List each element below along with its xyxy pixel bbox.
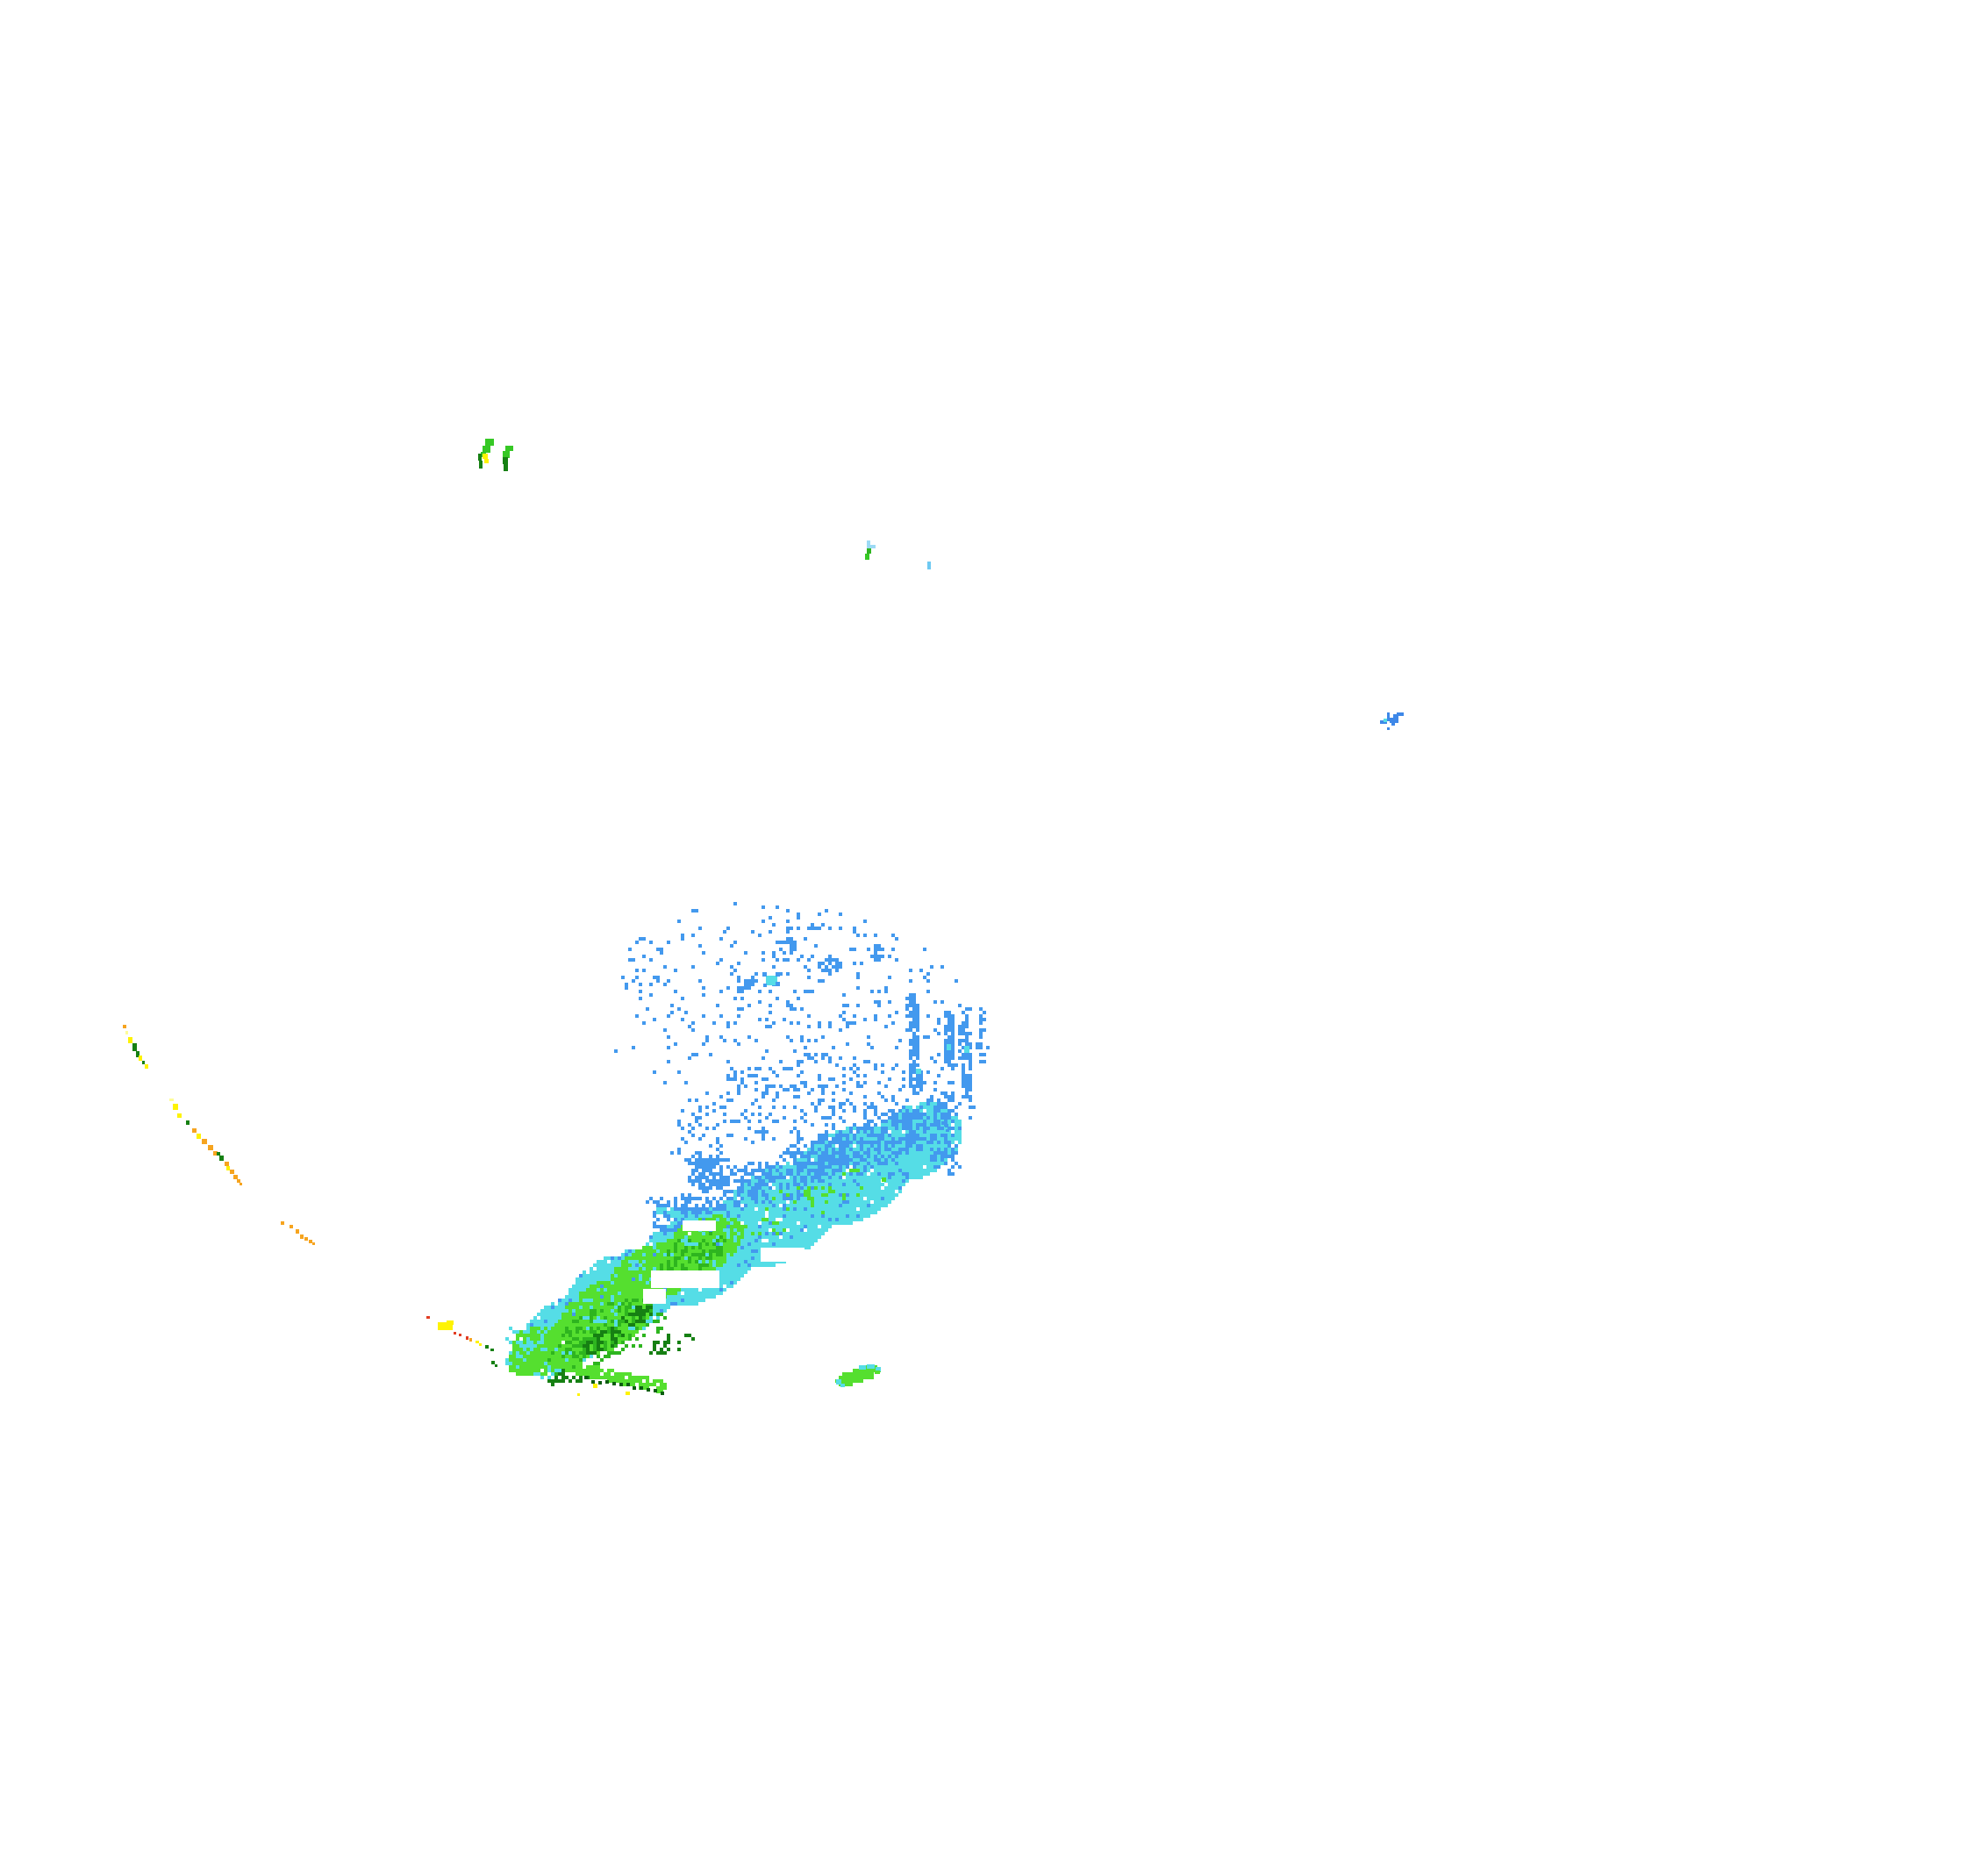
radar-echo-canvas [0,0,1988,1875]
weather-radar-map [0,0,1988,1875]
